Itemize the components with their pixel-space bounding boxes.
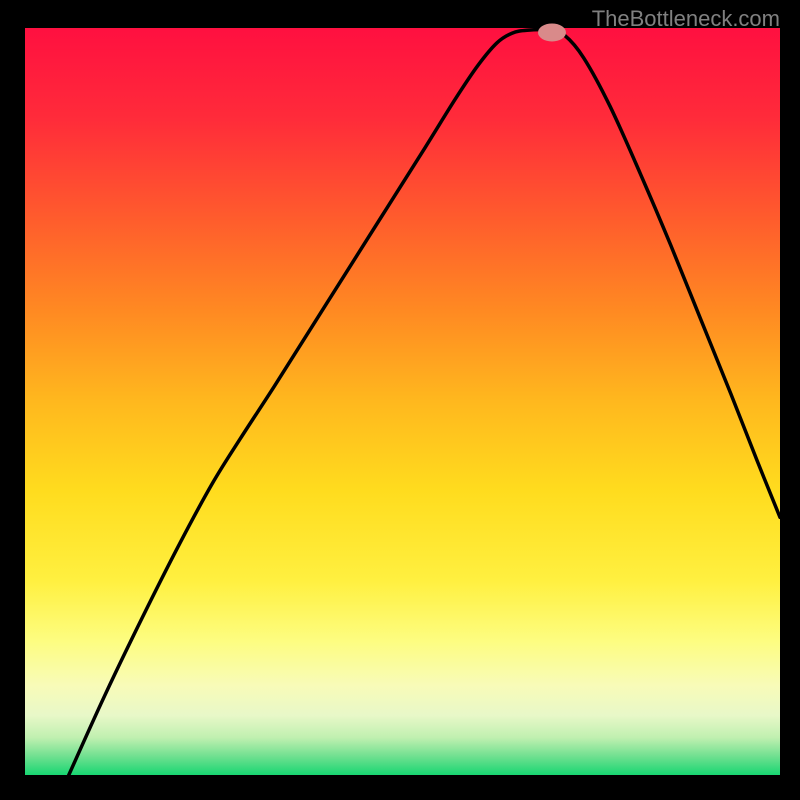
watermark-text: TheBottleneck.com [592, 6, 780, 32]
bottleneck-chart [0, 0, 800, 800]
optimal-point-marker [538, 23, 566, 41]
gradient-background [25, 28, 780, 775]
